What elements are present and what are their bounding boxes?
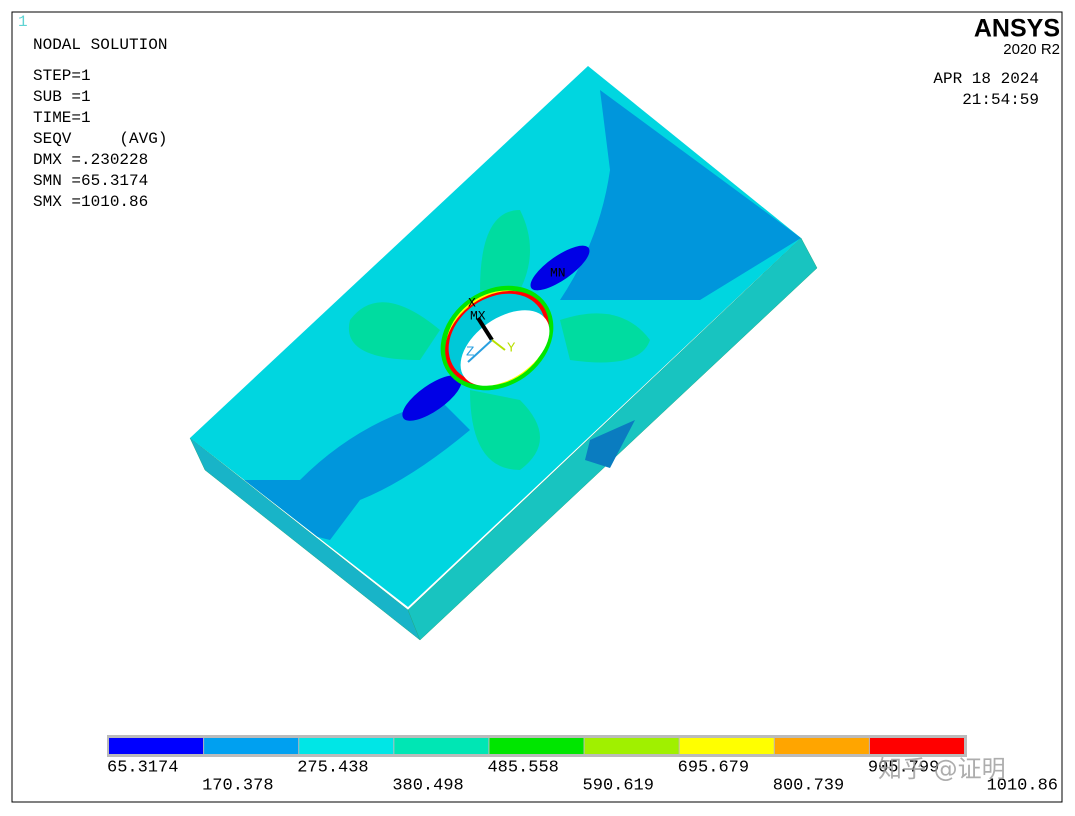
plate-model: MN MX X Y Z [189,66,818,641]
legend-band [489,738,584,754]
info-line: SEQV (AVG) [33,130,167,148]
legend-label: 800.739 [773,776,844,795]
legend-band [584,738,679,754]
axis-y-label: Y [507,341,516,357]
legend-band [109,738,204,754]
legend-band [299,738,394,754]
brand-name: ANSYS [974,15,1060,43]
legend: 65.3174 170.378 275.438 380.498 485.558 590.6… [107,738,1058,795]
info-line: STEP=1 [33,67,91,85]
result-title: NODAL SOLUTION [33,36,167,54]
axis-z-label: Z [466,345,474,361]
info-line: SMX =1010.86 [33,193,148,211]
legend-label: 695.679 [678,758,749,777]
legend-label: 485.558 [487,758,558,777]
info-line: TIME=1 [33,109,91,127]
legend-label: 170.378 [202,776,273,795]
date: APR 18 2024 [933,70,1039,88]
legend-label: 275.438 [297,758,368,777]
legend-label: 65.3174 [107,758,178,777]
brand-version: 2020 R2 [1003,41,1060,58]
time: 21:54:59 [962,91,1039,109]
legend-label: 380.498 [392,776,463,795]
legend-band [679,738,774,754]
legend-band [869,738,964,754]
info-line: SMN =65.3174 [33,172,148,190]
watermark: 知乎 @证明 [878,755,1006,783]
legend-label: 1010.86 [987,776,1058,795]
window-number: 1 [18,13,28,31]
max-label: MX [470,308,486,323]
axis-x-label: X [468,295,476,310]
legend-band [394,738,489,754]
info-line: SUB =1 [33,88,91,106]
info-lines: STEP=1 SUB =1 TIME=1 SEQV (AVG) DMX =.230228… [33,67,167,211]
side-band [585,420,635,468]
legend-label: 590.619 [583,776,654,795]
legend-band [774,738,869,754]
legend-label: 905.799 [868,758,939,777]
info-line: DMX =.230228 [33,151,148,169]
min-label: MN [550,265,566,280]
legend-band [204,738,299,754]
